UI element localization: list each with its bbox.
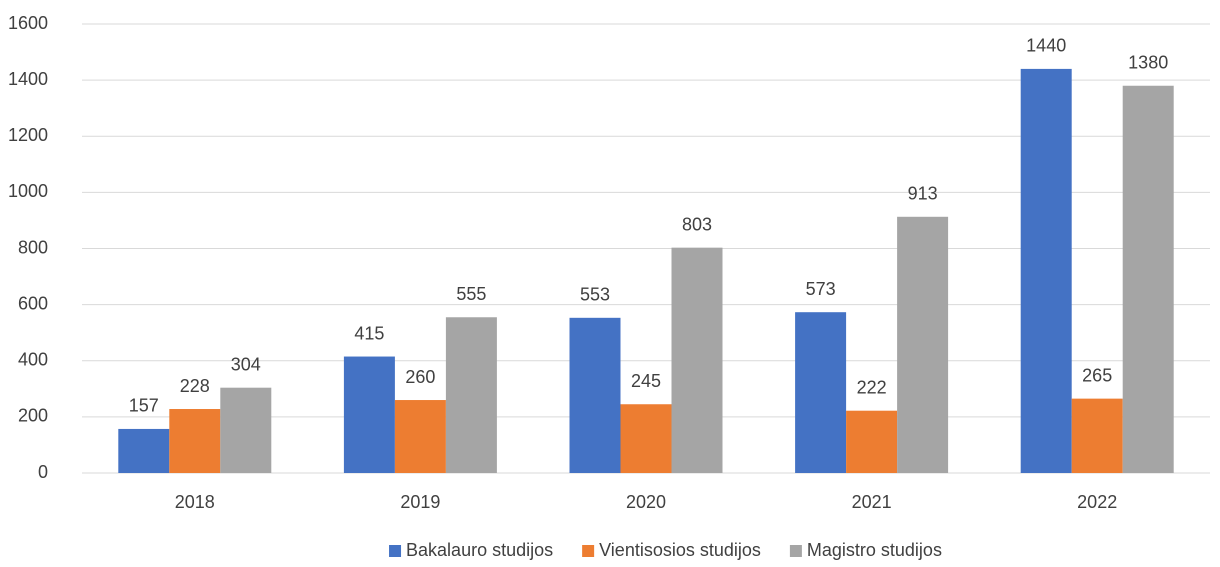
data-label: 1440 [1026,36,1066,56]
y-tick-label: 800 [18,237,48,257]
data-label: 573 [806,279,836,299]
data-label: 260 [405,367,435,387]
legend-swatch [789,545,802,557]
bar [343,356,395,473]
data-label: 265 [1082,365,1112,385]
y-tick-label: 1400 [8,69,48,89]
y-tick-label: 1600 [8,13,48,33]
y-tick-label: 600 [18,293,48,313]
bar [1122,85,1174,474]
bar [620,404,672,473]
y-tick-label: 200 [18,406,48,426]
x-tick-label: 2018 [175,492,215,512]
data-label: 1380 [1128,52,1168,72]
bar [795,312,847,473]
data-label: 555 [456,284,486,304]
bar [220,387,272,473]
data-label: 415 [354,323,384,343]
y-tick-label: 400 [18,350,48,370]
data-label: 553 [580,285,610,305]
legend-label: Vientisosios studijos [599,540,761,560]
y-tick-label: 0 [38,462,48,482]
legend-label: Bakalauro studijos [406,540,553,560]
y-tick-label: 1200 [8,125,48,145]
data-label: 228 [180,376,210,396]
bar [846,410,898,473]
x-tick-label: 2019 [400,492,440,512]
bar [671,247,723,473]
bar [118,428,170,473]
data-label: 803 [682,214,712,234]
bar [394,400,446,473]
legend-label: Magistro studijos [807,540,942,560]
x-tick-label: 2022 [1077,492,1117,512]
bar [445,317,497,473]
bar [1020,68,1072,474]
bar [569,317,621,473]
y-tick-label: 1000 [8,181,48,201]
bar [897,216,949,473]
x-tick-label: 2020 [626,492,666,512]
data-label: 913 [908,184,938,204]
data-label: 245 [631,371,661,391]
bar [169,409,221,473]
data-label: 304 [231,354,261,374]
legend-swatch [582,545,595,557]
data-label: 222 [857,377,887,397]
data-label: 157 [129,396,159,416]
legend-swatch [389,545,402,557]
bar [1071,398,1123,473]
x-tick-label: 2021 [852,492,892,512]
